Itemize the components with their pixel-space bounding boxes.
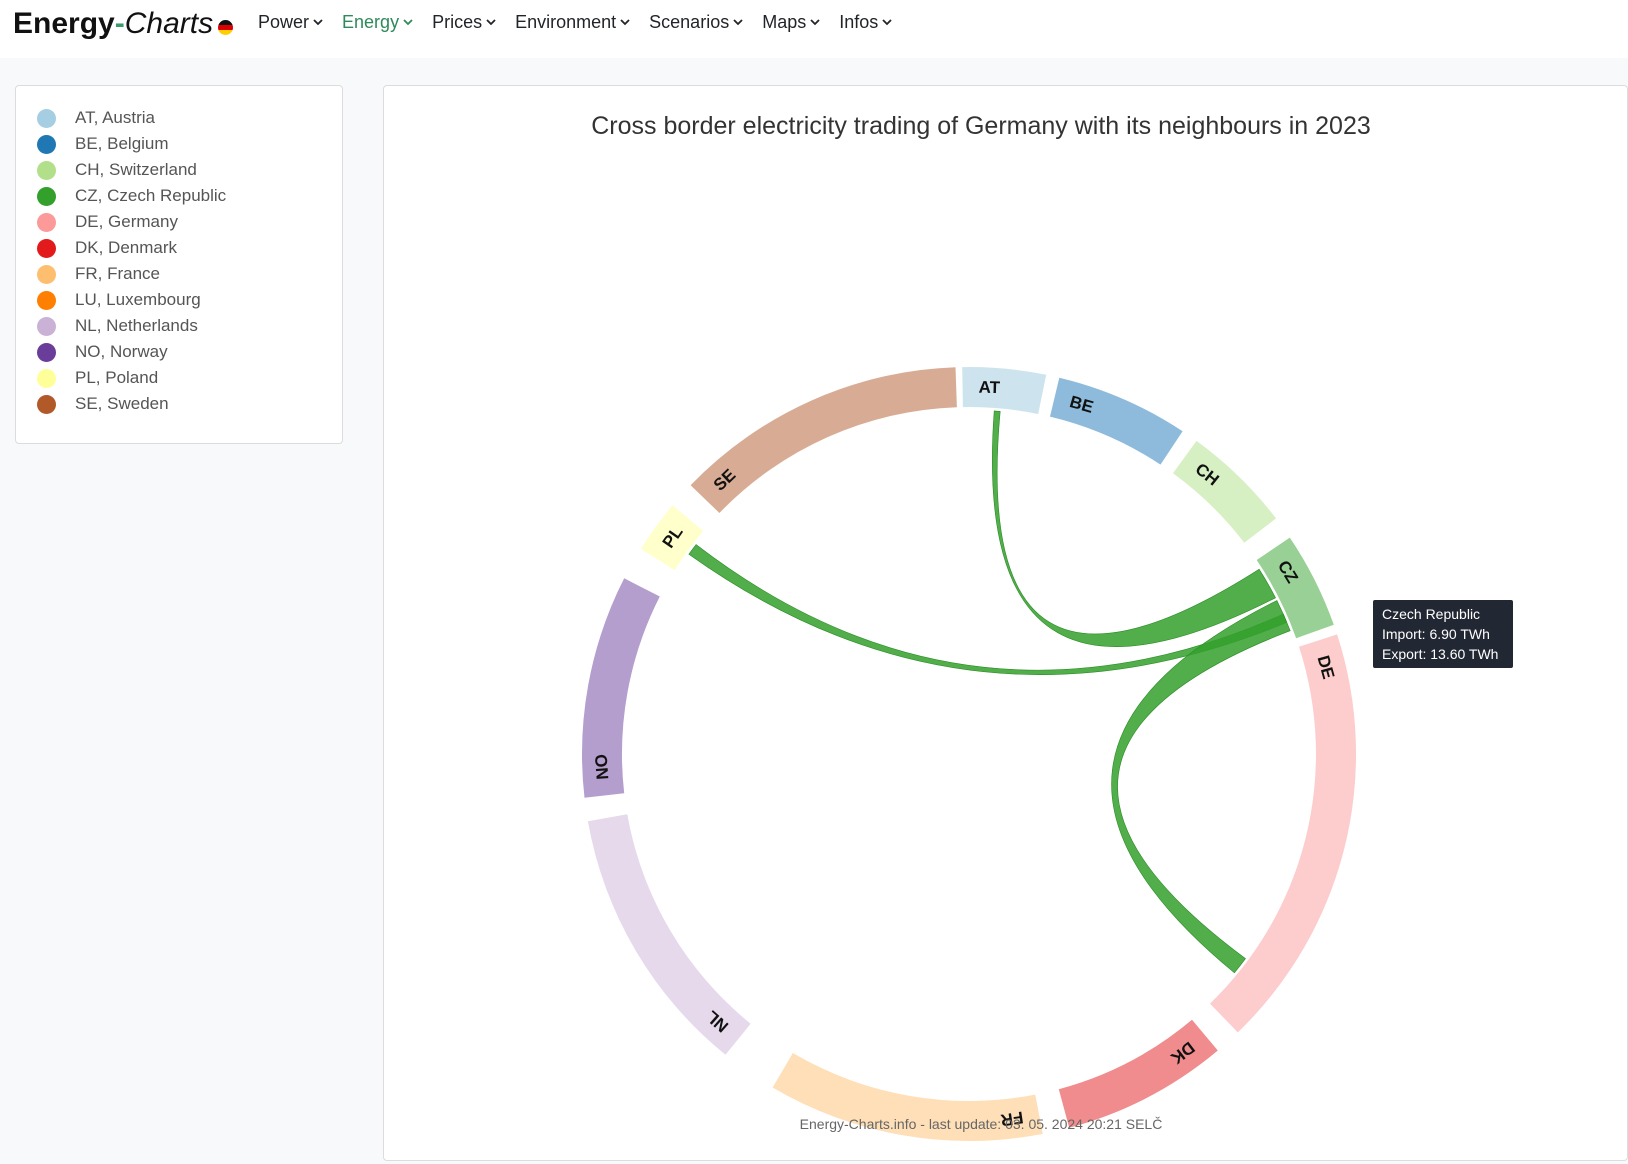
legend-color-dot xyxy=(37,134,56,154)
nav-label: Energy xyxy=(342,12,400,32)
legend-item[interactable]: LU, Luxembourg xyxy=(37,287,201,313)
chevron-down-icon xyxy=(619,16,631,28)
legend-item[interactable]: SE, Sweden xyxy=(37,391,169,417)
arc-label-no: NO xyxy=(592,753,613,780)
legend-color-dot xyxy=(37,290,56,310)
legend-label: FR, France xyxy=(75,264,161,283)
arc-be[interactable] xyxy=(1050,377,1183,465)
chord-ribbons xyxy=(688,410,1291,974)
arc-cz[interactable] xyxy=(1256,537,1334,639)
german-flag-icon xyxy=(218,20,234,35)
nav-environment[interactable]: Environment xyxy=(515,10,631,34)
top-navbar: Energy-Charts Power Energy Prices Environme… xyxy=(0,0,1628,58)
arc-at[interactable] xyxy=(962,367,1047,414)
legend-label: NL, Netherlands xyxy=(75,316,198,335)
legend-label: CZ, Czech Republic xyxy=(75,186,227,205)
legend-item[interactable]: BE, Belgium xyxy=(37,131,169,157)
chevron-down-icon xyxy=(402,16,414,28)
nav-label: Maps xyxy=(762,12,807,32)
nav-prices[interactable]: Prices xyxy=(432,10,497,34)
chart-footer: Energy-Charts.info - last update: 03. 05… xyxy=(799,1116,1163,1132)
tooltip-export: Export: 13.60 TWh xyxy=(1382,646,1499,662)
nav-label: Scenarios xyxy=(649,12,730,32)
legend-color-dot xyxy=(37,264,56,284)
nav-label: Prices xyxy=(432,12,483,32)
brand-dash: - xyxy=(114,7,125,40)
legend-item[interactable]: AT, Austria xyxy=(37,105,155,131)
main-nav: Power Energy Prices Environment Scenarios Map… xyxy=(258,10,911,34)
arc-se[interactable] xyxy=(690,367,957,513)
legend-color-dot xyxy=(37,186,56,206)
legend-label: CH, Switzerland xyxy=(75,160,197,179)
nav-power[interactable]: Power xyxy=(258,10,324,34)
legend-color-dot xyxy=(37,394,56,414)
nav-energy[interactable]: Energy xyxy=(342,10,414,34)
legend-label: AT, Austria xyxy=(75,108,155,127)
legend-item[interactable]: CH, Switzerland xyxy=(37,157,197,183)
legend-color-dot xyxy=(37,108,56,128)
legend-item[interactable]: PL, Poland xyxy=(37,365,158,391)
arc-fr[interactable] xyxy=(772,1053,1043,1142)
legend-label: SE, Sweden xyxy=(75,394,169,413)
legend-item[interactable]: NO, Norway xyxy=(37,339,168,365)
arc-pl[interactable] xyxy=(640,505,704,571)
nav-label: Infos xyxy=(839,12,879,32)
brand-charts: Charts xyxy=(124,7,214,40)
legend-label: PL, Poland xyxy=(75,368,159,387)
chevron-down-icon xyxy=(809,16,821,28)
legend-panel: AT, Austria BE, Belgium CH, Switzerland CZ,… xyxy=(15,85,343,444)
nav-label: Power xyxy=(258,12,310,32)
arc-label-fr: FR xyxy=(999,1108,1024,1130)
legend-label: NO, Norway xyxy=(75,342,168,361)
arc-ch[interactable] xyxy=(1173,440,1276,543)
arc-no[interactable] xyxy=(582,578,660,798)
legend-label: LU, Luxembourg xyxy=(75,290,201,309)
legend-color-dot xyxy=(37,342,56,362)
arc-label-at: AT xyxy=(978,378,1001,398)
brand-energy: Energy xyxy=(13,7,115,40)
legend-item[interactable]: NL, Netherlands xyxy=(37,313,198,339)
tooltip: Czech Republic Import: 6.90 TWh Export: … xyxy=(1373,600,1513,668)
legend-color-dot xyxy=(37,238,56,258)
arc-nl[interactable] xyxy=(587,814,751,1055)
legend-label: DK, Denmark xyxy=(75,238,178,257)
chevron-down-icon xyxy=(732,16,744,28)
legend-color-dot xyxy=(37,368,56,388)
legend-color-dot xyxy=(37,160,56,180)
legend-item[interactable]: FR, France xyxy=(37,261,160,287)
legend-item[interactable]: CZ, Czech Republic xyxy=(37,183,226,209)
tooltip-import: Import: 6.90 TWh xyxy=(1382,626,1490,642)
chevron-down-icon xyxy=(881,16,893,28)
nav-infos[interactable]: Infos xyxy=(839,10,893,34)
arc-de[interactable] xyxy=(1210,634,1357,1033)
legend-color-dot xyxy=(37,212,56,232)
nav-maps[interactable]: Maps xyxy=(762,10,821,34)
legend-item[interactable]: DK, Denmark xyxy=(37,235,177,261)
brand-logo[interactable]: Energy-Charts xyxy=(13,4,234,44)
nav-label: Environment xyxy=(515,12,617,32)
tooltip-title: Czech Republic xyxy=(1382,606,1481,622)
legend-label: BE, Belgium xyxy=(75,134,169,153)
legend-color-dot xyxy=(37,316,56,336)
ribbon-cz-de[interactable] xyxy=(1111,600,1291,974)
chart-title: Cross border electricity trading of Germ… xyxy=(591,112,1371,140)
legend-label: DE, Germany xyxy=(75,212,178,231)
nav-scenarios[interactable]: Scenarios xyxy=(649,10,744,34)
chevron-down-icon xyxy=(312,16,324,28)
ribbon-cz-at[interactable] xyxy=(992,410,1276,647)
legend-item[interactable]: DE, Germany xyxy=(37,209,178,235)
ribbon-cz-pl[interactable] xyxy=(688,544,1288,675)
chevron-down-icon xyxy=(485,16,497,28)
chart-panel: Cross border electricity trading of Germ… xyxy=(383,85,1628,1161)
arc-dk[interactable] xyxy=(1058,1019,1218,1128)
